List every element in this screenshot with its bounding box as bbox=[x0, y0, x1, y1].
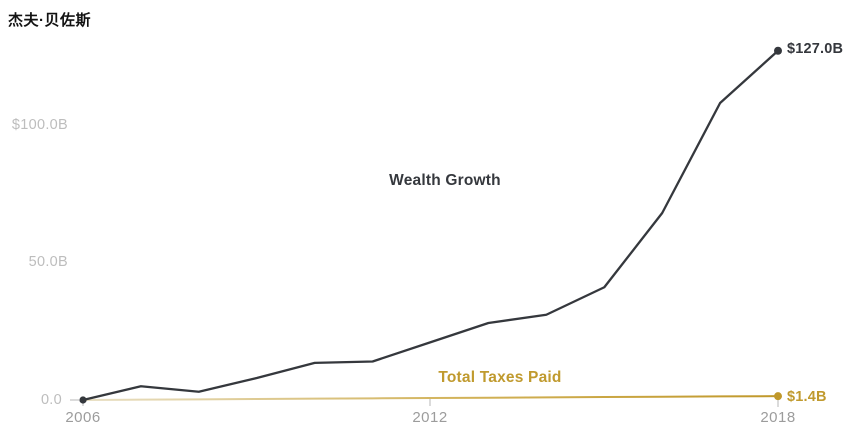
chart-title: 杰夫·贝佐斯 bbox=[8, 12, 91, 29]
y-axis-label-0: 0.0 bbox=[40, 392, 62, 408]
total-taxes-paid-series-label: Total Taxes Paid bbox=[438, 369, 562, 386]
total-taxes-paid-line bbox=[82, 395, 779, 401]
wealth-start-point bbox=[79, 396, 87, 404]
y-axis-label-50b: 50.0B bbox=[28, 254, 68, 270]
wealth-end-value-label: $127.0B bbox=[787, 41, 844, 57]
x-axis-label-2018: 2018 bbox=[760, 409, 796, 426]
taxes-end-point bbox=[774, 392, 782, 401]
y-axis-label-100b: $100.0B bbox=[11, 117, 68, 133]
x-axis-label-2006: 2006 bbox=[65, 409, 101, 426]
x-axis-label-2012: 2012 bbox=[412, 409, 448, 426]
wealth-end-point bbox=[774, 46, 782, 55]
wealth-growth-series-label: Wealth Growth bbox=[389, 172, 501, 189]
taxes-end-value-label: $1.4B bbox=[787, 389, 827, 405]
wealth-growth-line bbox=[81, 49, 780, 402]
